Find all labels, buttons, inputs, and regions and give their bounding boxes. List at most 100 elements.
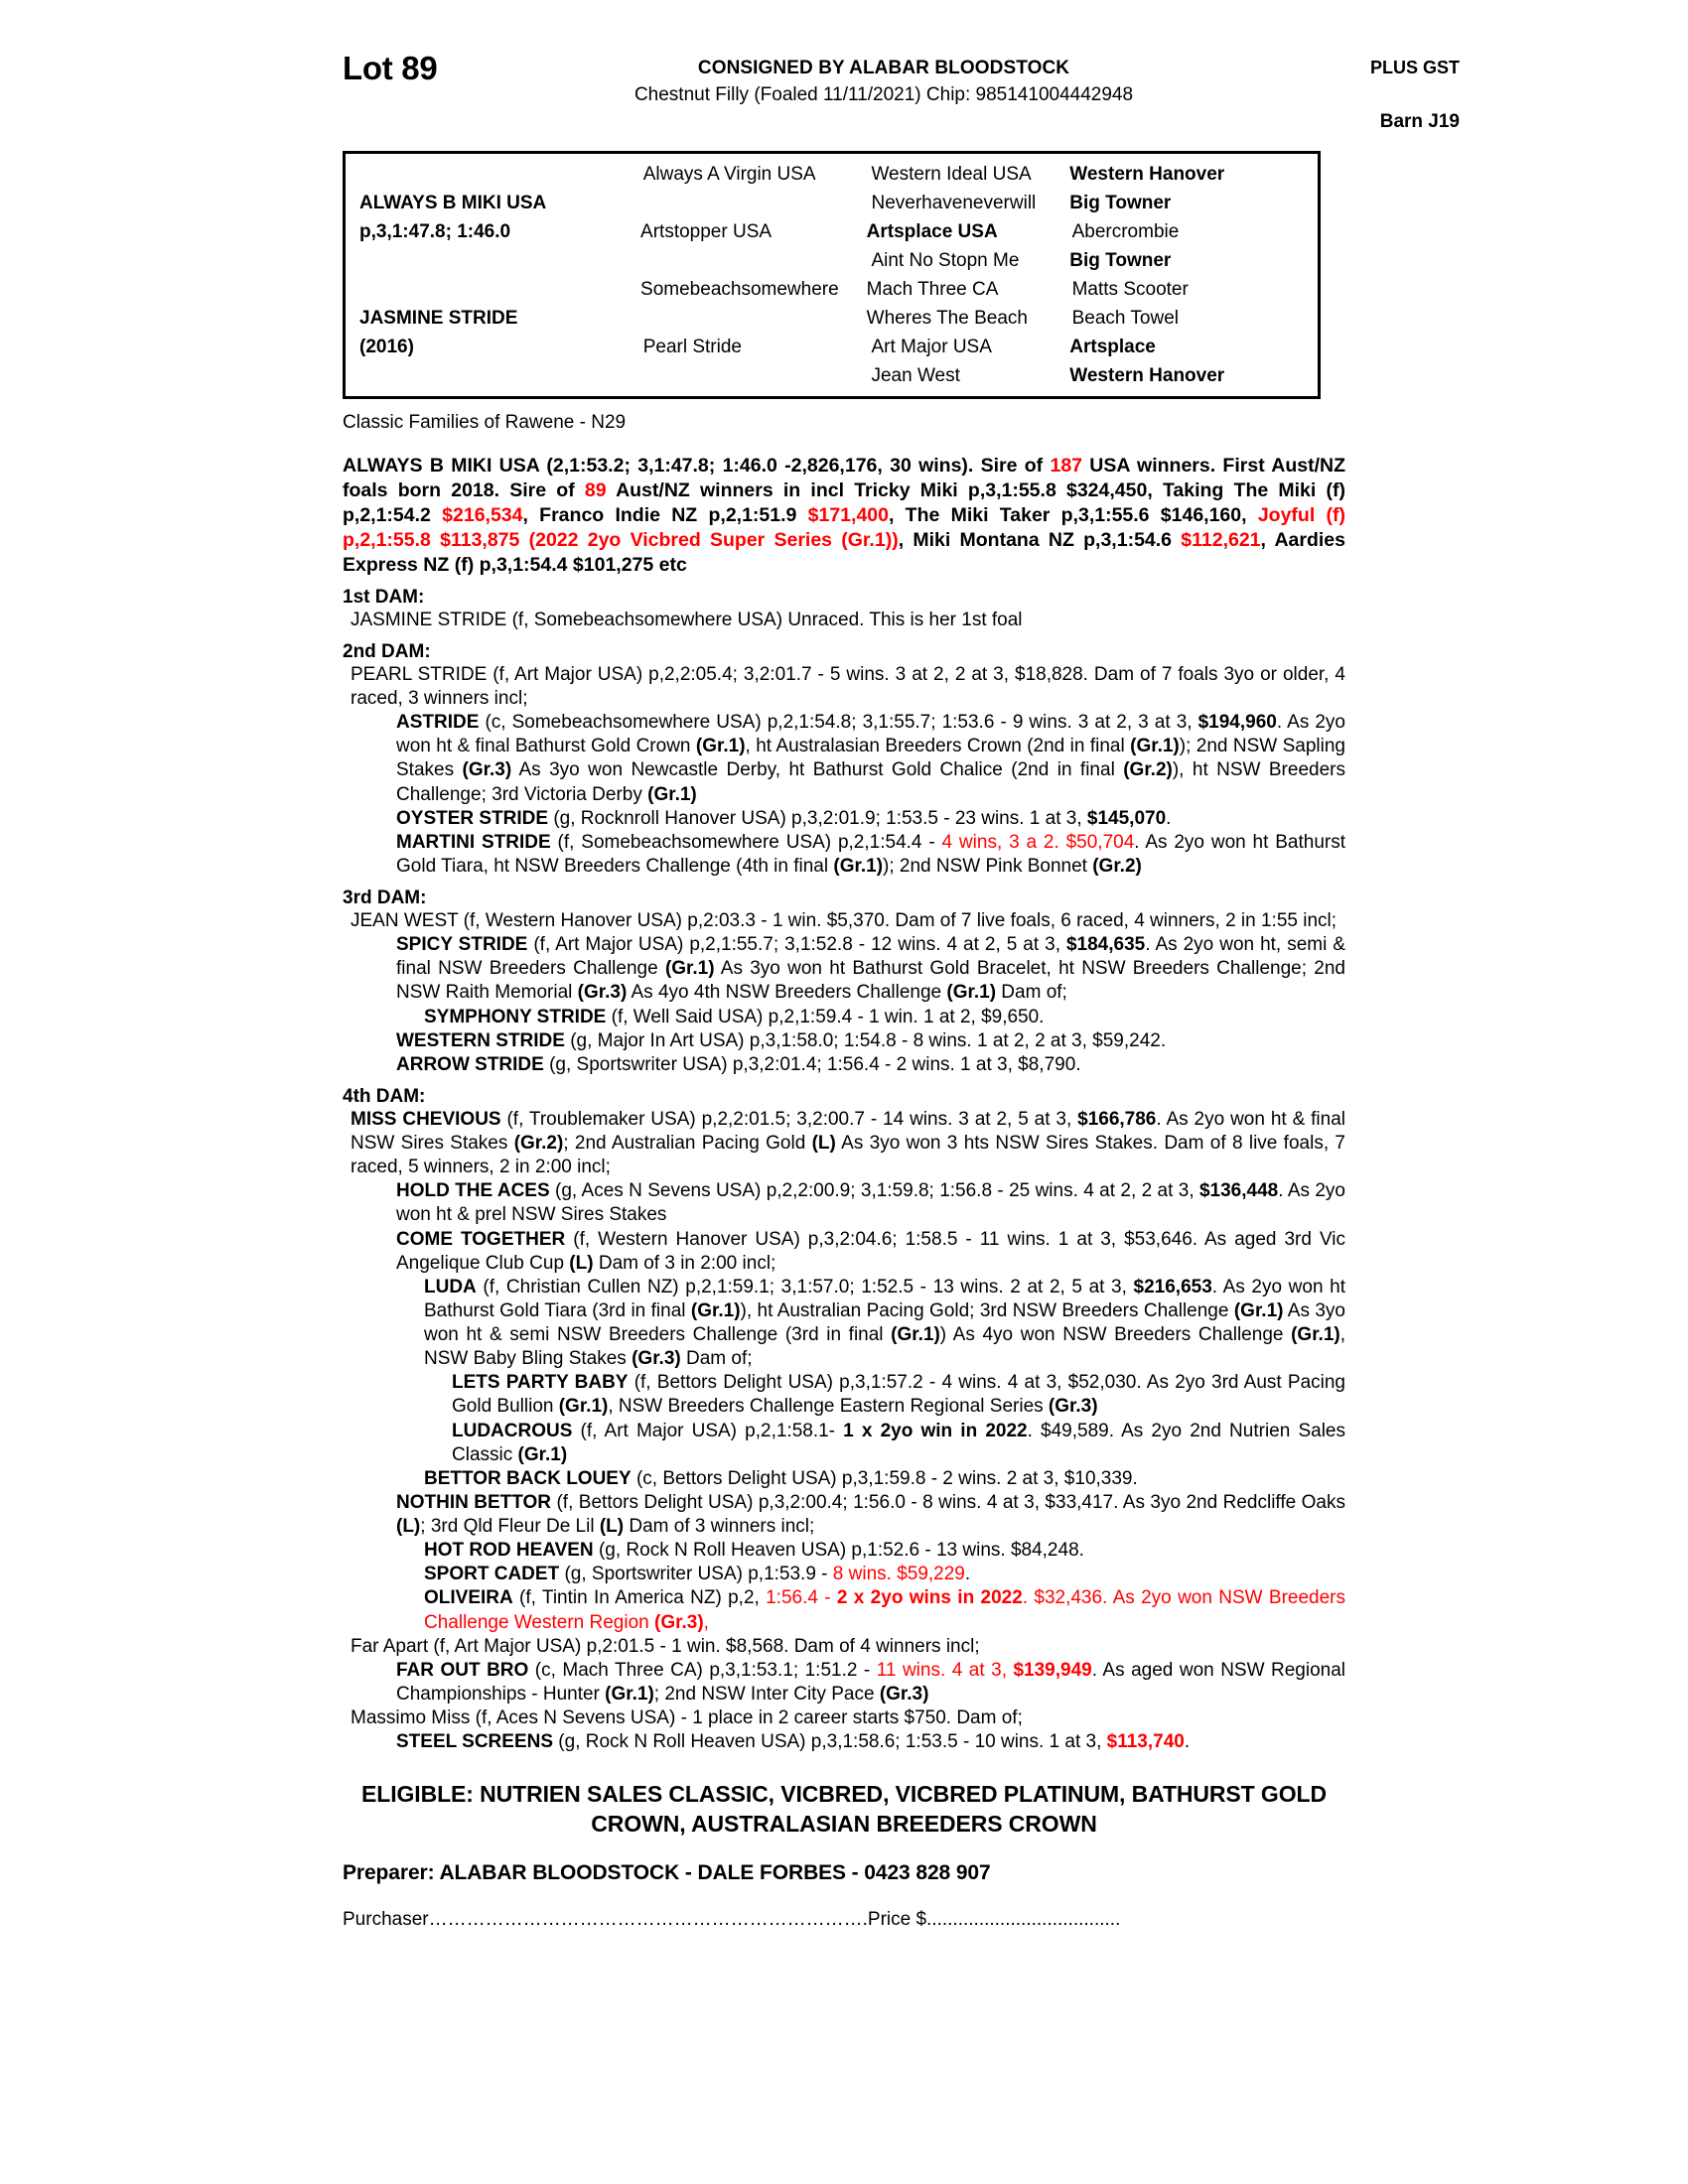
price-dots[interactable]: ..................................... xyxy=(926,1909,1121,1931)
pedigree-entry: OLIVEIRA (f, Tintin In America NZ) p,2, … xyxy=(343,1586,1345,1634)
entry-text-segment: JASMINE STRIDE xyxy=(351,609,507,630)
entry-text-segment: . xyxy=(1166,807,1172,829)
entry-text-segment: STEEL SCREENS xyxy=(396,1731,554,1753)
sire-text-segment: , The Miki Taker p,3,1:55.6 $146,160, xyxy=(888,503,1258,526)
purchaser-dots[interactable]: ……………………………………………………………. xyxy=(428,1909,868,1931)
entry-text-segment: (Gr.1) xyxy=(558,1396,609,1418)
pedigree-entry: STEEL SCREENS (g, Rock N Roll Heaven USA… xyxy=(343,1730,1345,1754)
pedigree-entry: WESTERN STRIDE (g, Major In Art USA) p,3… xyxy=(343,1029,1345,1053)
pedigree-gen4-cell: Western Hanover xyxy=(1069,364,1225,386)
entry-text-segment: (f, Western Hanover USA) p,3,2:04.6; 1:5… xyxy=(396,1228,1346,1274)
entry-text-segment: (f, Bettors Delight USA) p,3,1:57.2 - 4 … xyxy=(452,1372,1346,1418)
entry-text-segment: 8 wins. $59,229 xyxy=(832,1564,965,1585)
pedigree-entry: Massimo Miss (f, Aces N Sevens USA) - 1 … xyxy=(343,1706,1345,1730)
pedigree-gen3-cell: Wheres The Beach xyxy=(866,307,1028,329)
entry-text-segment: 1:56.4 - xyxy=(766,1587,837,1609)
entry-text-segment: , NSW Baby Bling Stakes xyxy=(424,1324,1345,1370)
pedigree-entry: COME TOGETHER (f, Western Hanover USA) p… xyxy=(343,1228,1345,1276)
entry-text-segment: HOT ROD HEAVEN xyxy=(424,1540,594,1562)
pedigree-entry: MISS CHEVIOUS (f, Troublemaker USA) p,2,… xyxy=(343,1108,1345,1179)
pedigree-gen3-cell: Aint No Stopn Me xyxy=(871,249,1020,271)
entry-text-segment: $216,653 xyxy=(1133,1276,1212,1297)
entry-text-segment: ; 2nd NSW Inter City Pace xyxy=(653,1683,880,1705)
entry-text-segment: . As aged won NSW Regional Championships… xyxy=(396,1659,1346,1705)
entry-text-segment: (c, Bettors Delight USA) p,3,1:59.8 - 2 … xyxy=(631,1467,1138,1489)
entry-text-segment: $136,448 xyxy=(1198,1180,1279,1202)
pedigree-entry: BETTOR BACK LOUEY (c, Bettors Delight US… xyxy=(343,1467,1345,1491)
sire-text-segment: $216,534 xyxy=(442,503,523,526)
entry-text-segment: Far Apart xyxy=(351,1635,429,1657)
entry-text-segment: (Gr.1) xyxy=(1233,1299,1284,1321)
entry-text-segment: FAR OUT BRO xyxy=(396,1659,529,1681)
pedigree-entry: ARROW STRIDE (g, Sportswriter USA) p,3,2… xyxy=(343,1053,1345,1077)
entry-text-segment: (Gr.2) xyxy=(513,1133,564,1155)
dam-name-cell: JASMINE STRIDE xyxy=(359,307,518,329)
pedigree-entry: NOTHIN BETTOR (f, Bettors Delight USA) p… xyxy=(343,1491,1345,1539)
entry-text-segment: HOLD THE ACES xyxy=(396,1180,550,1202)
entry-text-segment: (f, Aces N Sevens USA) - 1 place in 2 ca… xyxy=(470,1707,1023,1729)
sire-text-segment: $171,400 xyxy=(807,503,889,526)
sire-text-segment: 187 xyxy=(1050,455,1083,477)
entry-text-segment: Massimo Miss xyxy=(351,1707,471,1729)
price-label: Price $ xyxy=(867,1909,927,1931)
pedigree-entry: PEARL STRIDE (f, Art Major USA) p,2,2:05… xyxy=(343,663,1345,711)
pedigree-row: Somebeachsomewhere Mach Three CA Matts Sco… xyxy=(346,275,1318,304)
entry-text-segment: (Gr.2) xyxy=(1123,759,1173,781)
pedigree-table: Always A Virgin USA Western Ideal USA West… xyxy=(343,151,1321,399)
entry-text-segment: (f, Art Major USA) p,2:01.5 - 1 win. $8,… xyxy=(428,1635,980,1657)
pedigree-body: 1st DAM: JASMINE STRIDE (f, Somebeachsome… xyxy=(343,587,1345,1755)
pedigree-entry: FAR OUT BRO (c, Mach Three CA) p,3,1:53.… xyxy=(343,1659,1345,1706)
entry-text-segment: ); 2nd NSW Sapling Stakes xyxy=(396,736,1345,781)
entry-text-segment: . As 2yo won ht & final Bathurst Gold Cr… xyxy=(396,712,1345,757)
entry-text-segment: (L) xyxy=(811,1133,836,1155)
entry-text-segment: (Gr.1) xyxy=(664,958,715,980)
entry-text-segment: OLIVEIRA xyxy=(424,1587,513,1609)
sire-text-segment: Joyful (f) p,2,1:55.8 $113,875 (2022 2yo… xyxy=(343,503,1345,551)
entry-text-segment: As 3yo won ht & semi NSW Breeders Challe… xyxy=(424,1299,1345,1346)
pedigree-entry: MARTINI STRIDE (f, Somebeachsomewhere US… xyxy=(343,831,1345,879)
entry-text-segment: (L) xyxy=(569,1252,594,1274)
entry-text-segment: (g, Rock N Roll Heaven USA) p,1:52.6 - 1… xyxy=(593,1540,1084,1562)
pedigree-entry: LETS PARTY BABY (f, Bettors Delight USA)… xyxy=(343,1371,1345,1419)
entry-text-segment: 11 wins. 4 at 3, xyxy=(876,1659,1014,1681)
entry-text-segment: OYSTER STRIDE xyxy=(396,807,549,829)
pedigree-gen2-cell: Artstopper USA xyxy=(640,220,773,242)
entry-text-segment: ; 2nd Australian Pacing Gold xyxy=(563,1133,812,1155)
pedigree-entry: LUDACROUS (f, Art Major USA) p,2,1:58.1-… xyxy=(343,1420,1345,1467)
entry-text-segment: . $49,589. As 2yo 2nd Nutrien Sales Clas… xyxy=(452,1420,1345,1465)
sire-text-segment: 89 xyxy=(584,478,607,501)
sire-text-segment: USA winners. First Aust/NZ foals born 20… xyxy=(343,455,1345,501)
dam-heading: 1st DAM: xyxy=(343,586,425,608)
pedigree-gen3-cell: Artsplace USA xyxy=(866,220,998,242)
entry-text-segment: LUDA xyxy=(424,1276,477,1297)
pedigree-gen3-cell: Mach Three CA xyxy=(866,278,999,300)
entry-text-segment: 2 x 2yo wins in 2022 xyxy=(836,1587,1023,1609)
pedigree-gen4-cell: Big Towner xyxy=(1069,249,1172,271)
entry-text-segment: (c, Somebeachsomewhere USA) p,2,1:54.8; … xyxy=(479,712,1198,734)
pedigree-gen4-cell: Artsplace xyxy=(1069,336,1156,357)
entry-text-segment: (Gr.2) xyxy=(1092,855,1142,877)
entry-text-segment: . As 2yo won ht, semi & final NSW Breede… xyxy=(396,934,1345,980)
pedigree-gen3-cell: Neverhaveneverwill xyxy=(871,192,1037,213)
entry-text-segment: JEAN WEST xyxy=(351,910,459,932)
entry-text-segment: (L) xyxy=(396,1516,421,1538)
barn-label: Barn J19 xyxy=(1379,111,1460,132)
pedigree-gen4-cell: Big Towner xyxy=(1069,192,1172,213)
consigned-by: CONSIGNED BY ALABAR BLOODSTOCK xyxy=(697,58,1070,78)
pedigree-row: Always A Virgin USA Western Ideal USA West… xyxy=(346,160,1318,189)
pedigree-entry: JEAN WEST (f, Western Hanover USA) p,2:0… xyxy=(343,909,1345,933)
entry-text-segment: . xyxy=(964,1564,971,1585)
entry-text-segment: LETS PARTY BABY xyxy=(452,1372,629,1394)
entry-text-segment: (Gr.3) xyxy=(1048,1396,1098,1418)
entry-text-segment: WESTERN STRIDE xyxy=(396,1029,565,1051)
pedigree-gen4-cell: Abercrombie xyxy=(1071,220,1180,242)
entry-text-segment: (Gr.1) xyxy=(647,783,697,805)
entry-text-segment: (f, Somebeachsomewhere USA) p,2,1:54.4 - xyxy=(550,831,942,853)
horse-description: Chestnut Filly (Foaled 11/11/2021) Chip:… xyxy=(633,84,1134,105)
sire-text-segment: ALWAYS B MIKI USA (2,1:53.2; 3,1:47.8; 1… xyxy=(343,455,1051,477)
entry-text-segment: SPICY STRIDE xyxy=(396,934,528,956)
plus-gst-label: PLUS GST xyxy=(1369,58,1460,77)
entry-text-segment: 4 wins, 3 a 2. $50,704 xyxy=(941,831,1135,853)
entry-text-segment: ASTRIDE xyxy=(396,712,480,734)
entry-text-segment: (Gr.3) xyxy=(632,1348,681,1370)
